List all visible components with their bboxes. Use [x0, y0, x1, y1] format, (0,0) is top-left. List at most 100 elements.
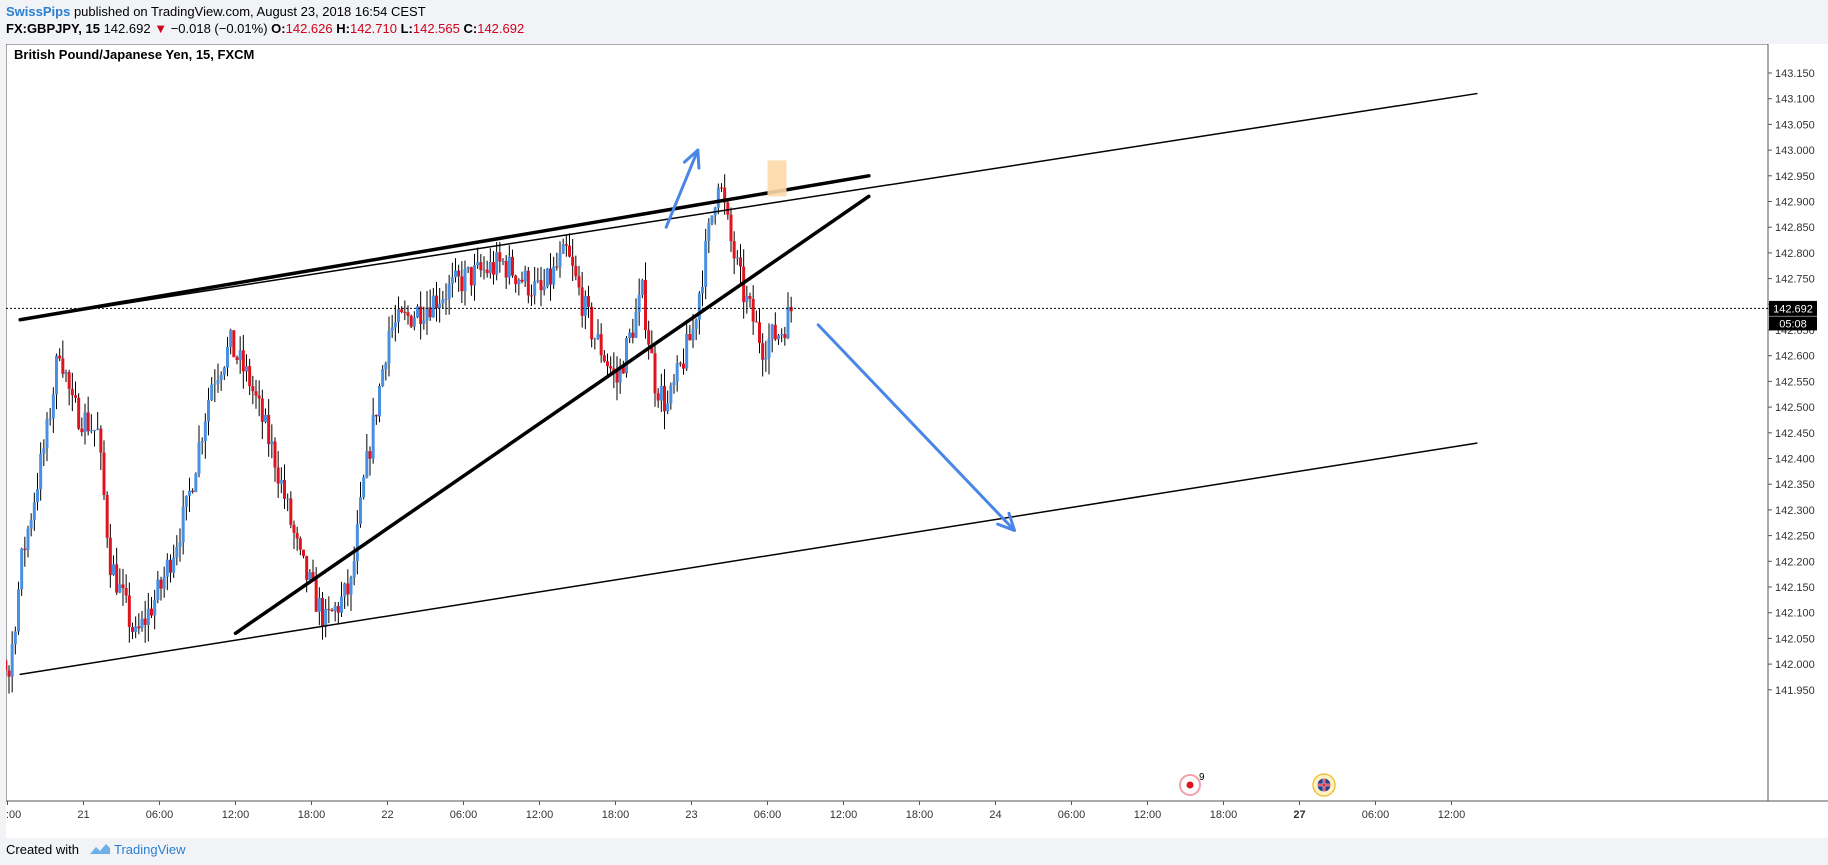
candle-body: [137, 626, 141, 629]
candle-body: [504, 260, 508, 278]
candle-body: [368, 451, 372, 459]
price-tag-background: [1769, 300, 1817, 316]
candle-body: [425, 307, 429, 321]
price-tick-label: 142.950: [1775, 171, 1815, 183]
candle-body: [387, 330, 391, 364]
candle-body: [80, 428, 84, 433]
candle-body: [146, 608, 150, 625]
candle-body: [476, 262, 480, 266]
candle-body: [159, 579, 163, 589]
candle-body: [450, 277, 454, 284]
candle-body: [558, 253, 562, 268]
candle-body: [381, 369, 385, 386]
drawings[interactable]: [18, 92, 1478, 676]
candle-body: [691, 328, 695, 341]
candle-body: [767, 338, 771, 358]
chart-area[interactable]: 143.150 143.100 143.050 143.000 142.950 142.9…: [0, 43, 1828, 838]
candle-body: [526, 270, 530, 296]
candle-body: [511, 256, 514, 276]
tradingview-link[interactable]: TradingView: [114, 842, 186, 857]
high-label: H:: [336, 21, 350, 36]
candle-body: [716, 187, 720, 208]
candle-body: [577, 276, 581, 288]
tradingview-logo-icon: [89, 844, 110, 854]
candle-body: [409, 315, 413, 327]
candle-body: [631, 332, 635, 338]
candle-body: [188, 490, 191, 496]
candle-body: [362, 477, 366, 498]
publish-info: SwissPips published on TradingView.com, …: [6, 4, 426, 19]
candle-body: [96, 428, 100, 430]
time-tick-label: 18:00: [602, 809, 630, 821]
candle-body: [7, 670, 11, 677]
arrow-up-head: [682, 148, 701, 170]
candle-body: [191, 490, 195, 493]
candle-body: [172, 557, 176, 573]
candle-body: [112, 564, 115, 576]
change-arrow-icon: ▼: [154, 21, 168, 36]
candle-body: [93, 429, 96, 431]
candle-body: [232, 330, 236, 358]
candle-body: [422, 320, 426, 324]
candle-body: [720, 187, 723, 189]
candle-body: [593, 338, 597, 340]
created-with: Created with TradingView: [6, 842, 186, 857]
candle-body: [390, 327, 394, 331]
candle-body: [498, 252, 502, 262]
candle-body: [197, 442, 201, 474]
candle-body: [583, 296, 587, 316]
chart-canvas[interactable]: 143.150 143.100 143.050 143.000 142.950 142.9…: [0, 43, 1828, 838]
candle-body: [105, 495, 109, 538]
candle-body: [333, 605, 337, 611]
candle-body: [254, 391, 258, 396]
candle-body: [371, 414, 375, 459]
candle-body: [393, 322, 397, 328]
candle-body: [305, 556, 309, 580]
candle-body: [701, 286, 704, 294]
uk-flag-icon[interactable]: [1312, 773, 1336, 797]
candle-body: [761, 343, 765, 360]
candle-body: [327, 608, 331, 610]
candle-body: [245, 366, 248, 372]
candle-body: [131, 626, 134, 632]
candle-body: [42, 448, 46, 454]
time-tick-label: 06:00: [1058, 809, 1086, 821]
price-tick-label: 143.000: [1775, 145, 1815, 157]
candle-body: [628, 332, 632, 339]
candle-body: [460, 276, 464, 292]
candle-body: [561, 244, 565, 254]
candle-body: [51, 394, 55, 419]
price-tick-label: 142.600: [1775, 351, 1815, 363]
candle-body: [181, 506, 185, 543]
candle-body: [536, 280, 540, 282]
candle-body: [431, 295, 435, 318]
candle-body: [251, 386, 255, 392]
author-link[interactable]: SwissPips: [6, 4, 71, 19]
candle-body: [203, 421, 207, 441]
candle-body: [726, 202, 730, 215]
countdown-background: [1769, 316, 1817, 331]
close-value: 142.692: [477, 21, 525, 36]
symbol-info: FX:GBPJPY, 15 142.692 ▼ −0.018 (−0.01%) …: [6, 21, 524, 36]
candle-body: [384, 363, 388, 370]
candle-body: [121, 584, 125, 589]
candle-body: [295, 532, 299, 539]
price-tick-label: 142.400: [1775, 454, 1815, 466]
candle-body: [238, 350, 242, 361]
candle-body: [612, 368, 616, 372]
price-axis[interactable]: 143.150 143.100 143.050 143.000 142.950 142.9…: [1768, 68, 1815, 697]
candle-body: [625, 338, 628, 374]
candle-body: [710, 215, 714, 224]
candle-body: [571, 256, 575, 266]
candle-body: [659, 385, 663, 401]
candle-body: [311, 572, 315, 579]
candle-body: [552, 266, 556, 285]
time-axis[interactable]: 18:00 21 06:00 12:00 18:00 22 06:00 12:00 18:00 2…: [0, 801, 1465, 821]
candle-body: [55, 355, 58, 395]
candle-body: [748, 296, 752, 299]
candle-body: [276, 467, 280, 484]
candle-body: [267, 414, 271, 445]
candle-body: [58, 355, 62, 359]
candle-body: [682, 363, 685, 369]
economic-event-icon[interactable]: 9: [1179, 772, 1205, 796]
